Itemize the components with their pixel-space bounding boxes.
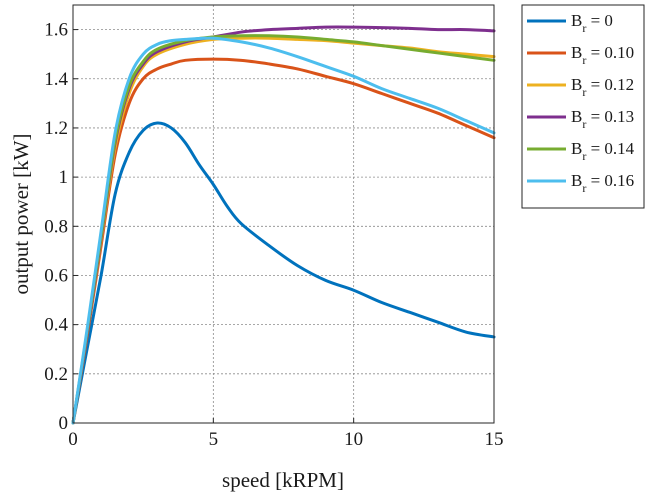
x-tick-label: 15 <box>485 429 504 450</box>
legend: Br = 0 Br = 0.10 Br = 0.12 Br = 0.13 Br = 0.… <box>521 4 645 209</box>
y-tick-label: 1.6 <box>44 20 68 41</box>
x-axis-label: speed [kRPM] <box>222 468 344 492</box>
legend-entry-2: Br = 0.12 <box>571 75 634 99</box>
legend-entry-4: Br = 0.14 <box>571 139 635 163</box>
y-tick-label: 0.2 <box>44 364 68 385</box>
tick-labels: 0 5 10 15 0 0.2 0.4 0.6 0.8 1 1.2 1.4 1.6 <box>44 20 503 450</box>
y-axis-label: output power [kW] <box>9 134 33 295</box>
x-tick-label: 0 <box>68 429 78 450</box>
series-line-0 <box>71 121 496 425</box>
legend-entry-3: Br = 0.13 <box>571 107 634 131</box>
legend-box <box>521 4 645 209</box>
series-line-2 <box>71 36 496 425</box>
y-tick-label: 1.4 <box>44 69 68 90</box>
x-tick-label: 10 <box>344 429 363 450</box>
y-tick-label: 1 <box>59 167 69 188</box>
y-tick-label: 0.4 <box>44 315 68 336</box>
y-tick-label: 0 <box>59 413 69 434</box>
legend-entry-1: Br = 0.10 <box>571 43 634 67</box>
y-tick-label: 1.2 <box>44 118 68 139</box>
series-line-4 <box>71 34 496 425</box>
plot-frame <box>72 4 495 424</box>
series-line-1 <box>71 57 496 425</box>
y-tick-label: 0.8 <box>44 216 68 237</box>
series-line-5 <box>71 36 496 425</box>
series-lines <box>71 25 496 425</box>
legend-entry-0: Br = 0 <box>571 11 613 35</box>
y-tick-label: 0.6 <box>44 265 68 286</box>
legend-entry-5: Br = 0.16 <box>571 171 634 195</box>
x-tick-label: 5 <box>209 429 219 450</box>
